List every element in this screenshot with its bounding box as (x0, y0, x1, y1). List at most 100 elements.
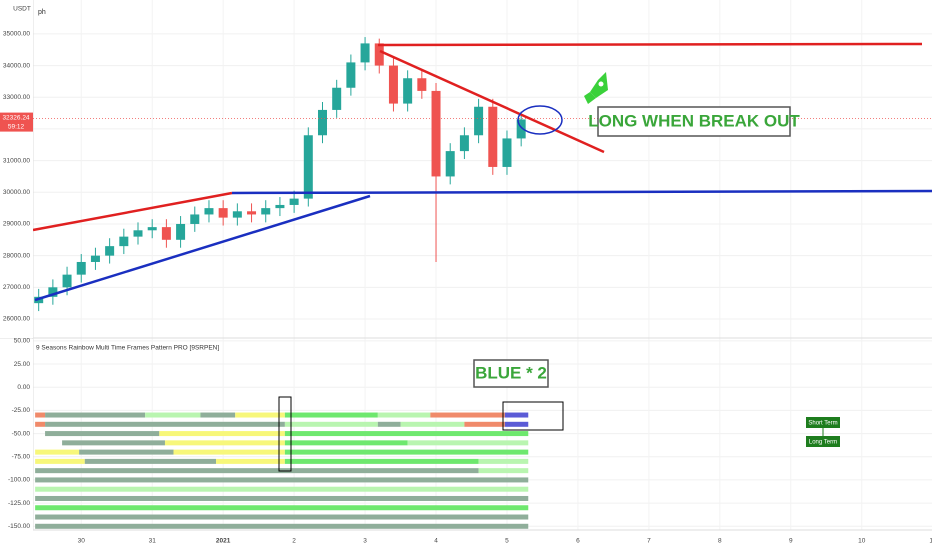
candle-body (204, 208, 214, 215)
y-tick-label: 28000.00 (3, 252, 30, 259)
band-segment (504, 421, 529, 427)
y-tick-label: -25.00 (12, 407, 31, 414)
x-tick-label: 2 (292, 538, 296, 545)
short-term-label: Short Term (808, 421, 837, 427)
candle-body (218, 208, 228, 218)
candle-body (62, 274, 72, 288)
candle-body (289, 198, 299, 205)
trendline (379, 49, 605, 154)
quote-currency: USDT (13, 6, 31, 13)
rocket-icon (584, 72, 608, 104)
y-tick-label: -150.00 (8, 523, 30, 530)
label-box (806, 436, 840, 447)
y-tick-label: 33000.00 (3, 94, 30, 101)
band-segment (35, 486, 529, 492)
band-segment (145, 412, 201, 418)
y-tick-label: -50.00 (12, 430, 31, 437)
y-tick-label: 50.00 (14, 338, 31, 345)
candle-body (190, 214, 200, 224)
y-tick-label: 31000.00 (3, 157, 30, 164)
band-segment (200, 412, 236, 418)
band-segment (159, 431, 285, 437)
band-segment (45, 412, 146, 418)
x-tick-label: 10 (858, 538, 866, 545)
candle-body (474, 106, 484, 136)
band-segment (284, 431, 529, 437)
y-tick-label: 0.00 (17, 384, 30, 391)
band-segment (284, 412, 378, 418)
highlight-box (278, 396, 292, 472)
candle-body (445, 151, 455, 177)
indicator-axis (0, 339, 33, 530)
band-segment (79, 449, 174, 455)
band-segment (35, 449, 80, 455)
band-segment (216, 458, 285, 464)
band-segment (35, 495, 529, 501)
candle-body (303, 135, 313, 199)
candle-body (133, 230, 143, 237)
candle-body (105, 246, 115, 256)
trendline (32, 191, 233, 232)
x-tick-label: 6 (576, 538, 580, 545)
band-segment (284, 440, 408, 446)
x-tick-label: 9 (789, 538, 793, 545)
band-segment (400, 421, 465, 427)
x-tick-label: 11 (929, 538, 932, 545)
resistance-line (377, 42, 923, 47)
x-tick-label: 7 (647, 538, 651, 545)
candle-body (388, 65, 398, 104)
band-segment (235, 412, 285, 418)
band-segment (35, 421, 46, 427)
candle-body (502, 138, 512, 167)
y-tick-label: 27000.00 (3, 284, 30, 291)
y-tick-label: 35000.00 (3, 31, 30, 38)
band-segment (45, 431, 160, 437)
band-segment (430, 412, 505, 418)
band-segment (504, 412, 529, 418)
y-tick-label: 29000.00 (3, 221, 30, 228)
candle-body (147, 227, 157, 231)
marks (33, 37, 932, 529)
candle-body (346, 62, 356, 88)
y-tick-label: 26000.00 (3, 316, 30, 323)
x-tick-label: 4 (434, 538, 438, 545)
trade-note: LONG WHEN BREAK OUT (588, 111, 800, 130)
candle-body (360, 43, 370, 63)
band-segment (284, 449, 529, 455)
last-price-tag (0, 112, 33, 132)
band-segment (35, 523, 529, 529)
note-box (473, 359, 549, 388)
candle-body (317, 109, 327, 136)
candle-body (431, 90, 441, 177)
band-segment (35, 412, 46, 418)
y-tick-label: 34000.00 (3, 62, 30, 69)
candle-body (459, 135, 469, 152)
candle-body (247, 211, 257, 215)
x-tick-label: 8 (718, 538, 722, 545)
support-line (231, 189, 932, 195)
long-term-label: Long Term (809, 440, 837, 446)
x-tick-label: 2021 (216, 538, 231, 545)
candle-body (261, 208, 271, 215)
y-tick-label: -100.00 (8, 477, 30, 484)
x-tick-label: 30 (78, 538, 86, 545)
band-segment (35, 505, 529, 511)
label-box (806, 417, 840, 428)
band-segment (464, 421, 505, 427)
y-tick-label: -75.00 (12, 453, 31, 460)
countdown: 59:12 (8, 123, 25, 130)
band-segment (284, 458, 479, 464)
price-axis (0, 0, 33, 338)
candle-body (516, 119, 526, 139)
x-tick-label: 31 (149, 538, 157, 545)
x-tick-label: 3 (363, 538, 367, 545)
candle-body (90, 255, 100, 262)
band-segment (377, 412, 431, 418)
candle-body (332, 87, 342, 110)
indicator-title: 9 Seasons Rainbow Multi Time Frames Patt… (36, 345, 219, 352)
band-segment (62, 440, 165, 446)
candle-body (403, 78, 413, 104)
axes: 26000.00 27000.00 28000.00 29000.00 30000.00… (0, 31, 932, 545)
